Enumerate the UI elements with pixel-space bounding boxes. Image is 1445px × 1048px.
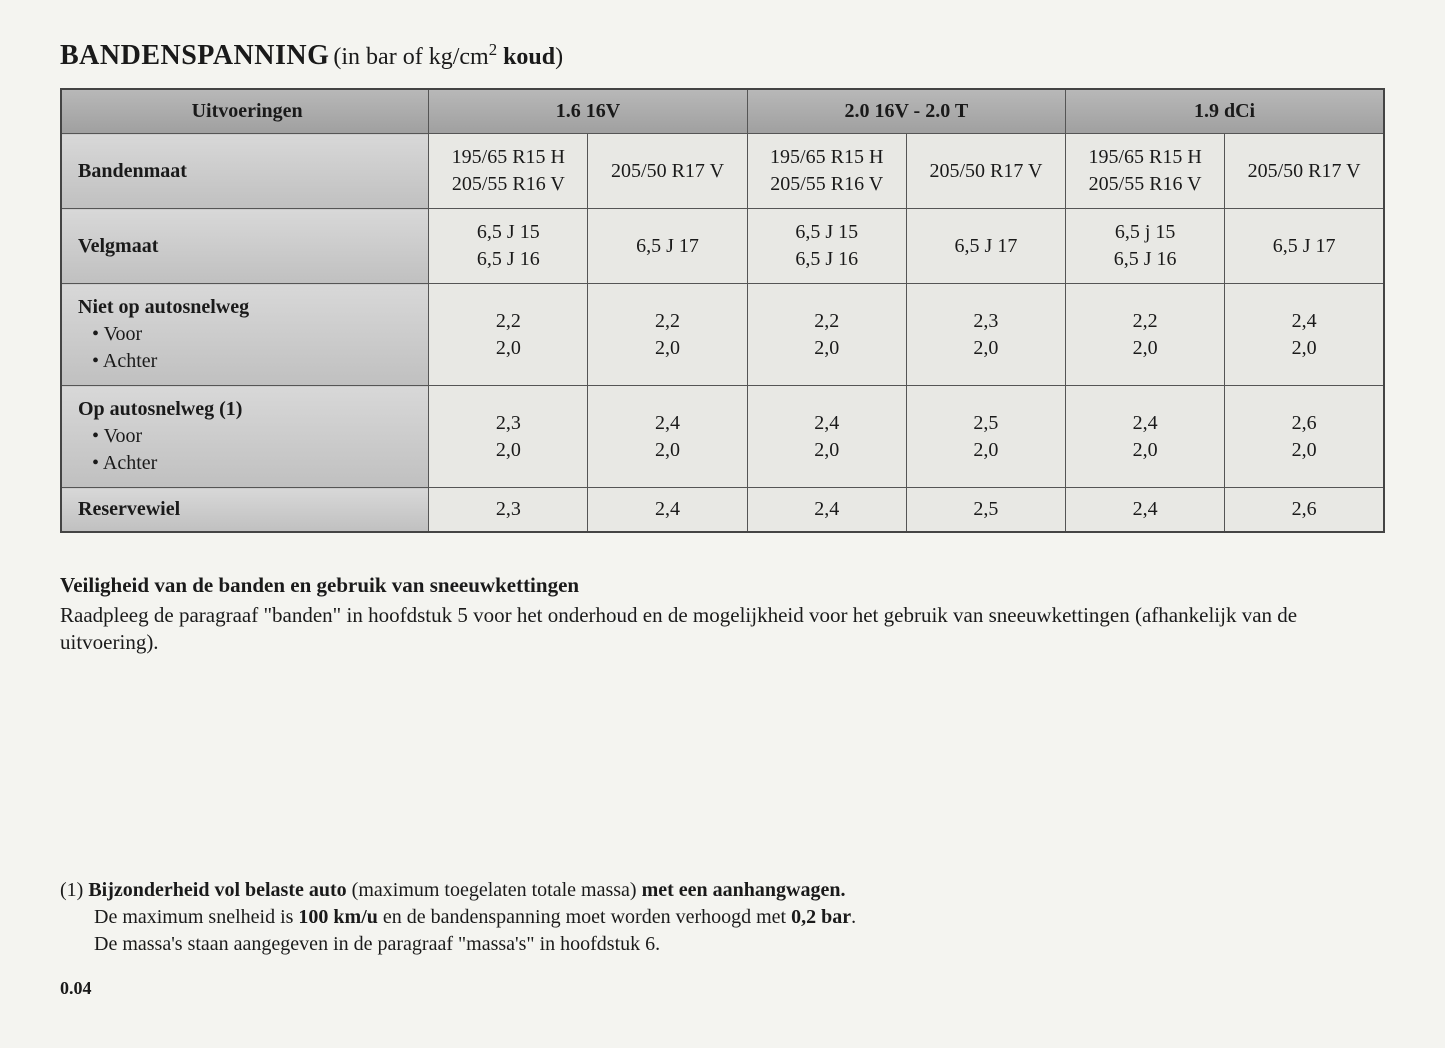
cell: 6,5 j 156,5 J 16	[1066, 209, 1225, 284]
row-sub-achter: • Achter	[78, 450, 416, 477]
safety-text: Raadpleeg de paragraaf "banden" in hoofd…	[60, 602, 1385, 657]
cell: 2,22,0	[1066, 284, 1225, 386]
footnote-line2: De maximum snelheid is 100 km/u en de ba…	[60, 904, 1385, 931]
col-2.0-16v-2.0t: 2.0 16V - 2.0 T	[747, 89, 1065, 134]
cell: 2,22,0	[588, 284, 747, 386]
table-row-bandenmaat: Bandenmaat 195/65 R15 H205/55 R16 V 205/…	[61, 134, 1384, 209]
fn2a: De maximum snelheid is	[94, 906, 298, 928]
cell: 6,5 J 17	[906, 209, 1065, 284]
footnote-mid1: (maximum toegelaten totale massa)	[347, 879, 642, 901]
row-label-text: Niet op autosnelweg	[78, 296, 249, 318]
cell: 2,42,0	[1066, 386, 1225, 488]
cell: 205/50 R17 V	[906, 134, 1065, 209]
fn2c: en de bandenspanning moet worden verhoog…	[378, 906, 791, 928]
cell: 2,42,0	[588, 386, 747, 488]
tyre-pressure-table: Uitvoeringen 1.6 16V 2.0 16V - 2.0 T 1.9…	[60, 88, 1385, 533]
cell: 195/65 R15 H205/55 R16 V	[429, 134, 588, 209]
title-sub: (in bar of kg/cm2 koud)	[333, 44, 563, 70]
cell: 2,4	[1066, 488, 1225, 533]
table-row-reservewiel: Reservewiel 2,3 2,4 2,4 2,5 2,4 2,6	[61, 488, 1384, 533]
row-sub-voor: • Voor	[78, 423, 416, 450]
footnote-bold1: Bijzonderheid vol belaste auto	[88, 879, 346, 901]
cell: 2,62,0	[1225, 386, 1384, 488]
row-sub-voor: • Voor	[78, 321, 416, 348]
table-row-op-autosnelweg: Op autosnelweg (1) • Voor • Achter 2,32,…	[61, 386, 1384, 488]
row-label: Niet op autosnelweg • Voor • Achter	[61, 284, 429, 386]
footnote-marker: (1)	[60, 879, 88, 901]
cell: 2,52,0	[906, 386, 1065, 488]
cell: 2,32,0	[429, 386, 588, 488]
cell: 2,22,0	[747, 284, 906, 386]
row-label: Op autosnelweg (1) • Voor • Achter	[61, 386, 429, 488]
row-label: Reservewiel	[61, 488, 429, 533]
cell: 6,5 J 17	[588, 209, 747, 284]
page-number: 0.04	[60, 978, 1385, 999]
row-label-text: Op autosnelweg (1)	[78, 398, 242, 420]
row-label: Bandenmaat	[61, 134, 429, 209]
fn2b: 100 km/u	[298, 906, 377, 928]
col-1.6-16v: 1.6 16V	[429, 89, 747, 134]
cell: 2,42,0	[1225, 284, 1384, 386]
footnote: (1) Bijzonderheid vol belaste auto (maxi…	[60, 877, 1385, 958]
fn2d: 0,2 bar	[791, 906, 851, 928]
cell: 205/50 R17 V	[588, 134, 747, 209]
cell: 2,4	[747, 488, 906, 533]
cell: 2,5	[906, 488, 1065, 533]
row-label: Uitvoeringen	[61, 89, 429, 134]
cell: 2,42,0	[747, 386, 906, 488]
title-koud: koud	[497, 44, 555, 70]
title-sub-close: )	[555, 44, 563, 70]
page-title: BANDENSPANNING (in bar of kg/cm2 koud)	[60, 40, 1385, 72]
footnote-line3: De massa's staan aangegeven in de paragr…	[60, 931, 1385, 958]
title-sub-open: (in bar of kg/cm	[333, 44, 488, 70]
cell: 2,6	[1225, 488, 1384, 533]
cell: 6,5 J 156,5 J 16	[429, 209, 588, 284]
cell: 205/50 R17 V	[1225, 134, 1384, 209]
col-1.9-dci: 1.9 dCi	[1066, 89, 1384, 134]
table-row-velgmaat: Velgmaat 6,5 J 156,5 J 16 6,5 J 17 6,5 J…	[61, 209, 1384, 284]
cell: 2,4	[588, 488, 747, 533]
cell: 2,32,0	[906, 284, 1065, 386]
cell: 195/65 R15 H205/55 R16 V	[1066, 134, 1225, 209]
table-row-uitvoeringen: Uitvoeringen 1.6 16V 2.0 16V - 2.0 T 1.9…	[61, 89, 1384, 134]
table-row-niet-autosnelweg: Niet op autosnelweg • Voor • Achter 2,22…	[61, 284, 1384, 386]
cell: 6,5 J 156,5 J 16	[747, 209, 906, 284]
cell: 2,22,0	[429, 284, 588, 386]
cell: 195/65 R15 H205/55 R16 V	[747, 134, 906, 209]
title-sup: 2	[489, 40, 497, 59]
footnote-bold2: met een aanhangwagen.	[642, 879, 846, 901]
row-label: Velgmaat	[61, 209, 429, 284]
title-main: BANDENSPANNING	[60, 40, 329, 71]
row-sub-achter: • Achter	[78, 348, 416, 375]
safety-heading: Veiligheid van de banden en gebruik van …	[60, 573, 1385, 598]
fn2e: .	[851, 906, 856, 928]
cell: 6,5 J 17	[1225, 209, 1384, 284]
cell: 2,3	[429, 488, 588, 533]
